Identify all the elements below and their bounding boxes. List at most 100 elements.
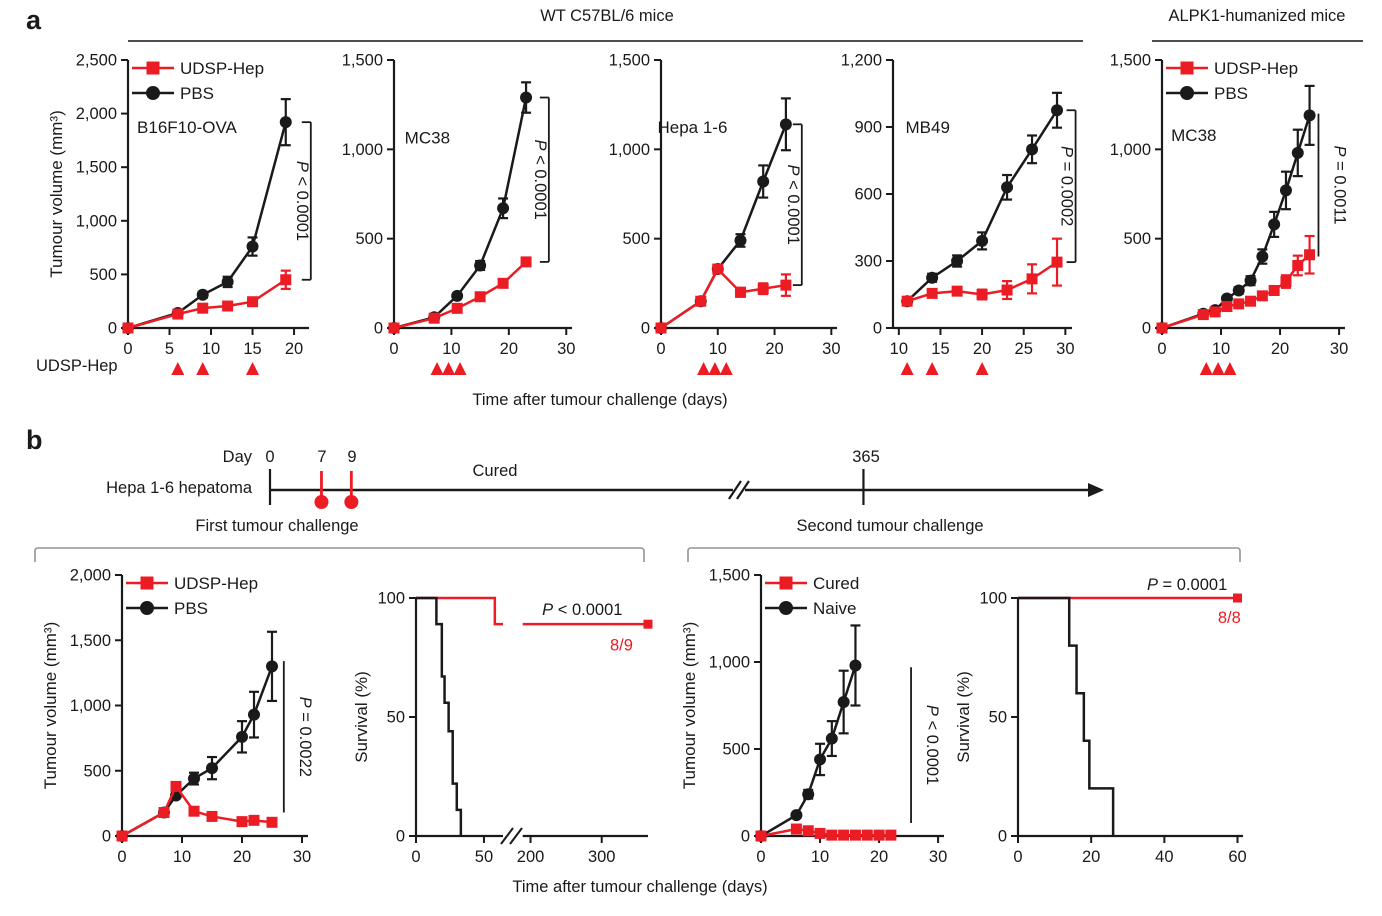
svg-text:900: 900	[854, 119, 882, 137]
svg-text:200: 200	[517, 848, 545, 866]
svg-text:1,500: 1,500	[76, 159, 117, 177]
chart-a-hepa1-6-tumour-volume: 0 500 1,000 1,500 0 10 20 30 P < 0.0001 Hepa 1-6	[609, 52, 841, 375]
svg-text:10: 10	[202, 340, 220, 358]
panel-a-x-axis-label: Time after tumour challenge (days)	[472, 391, 728, 409]
svg-text:20: 20	[973, 340, 991, 358]
svg-text:0: 0	[389, 340, 398, 358]
svg-text:UDSP-Hep: UDSP-Hep	[180, 59, 264, 78]
svg-text:20: 20	[285, 340, 303, 358]
svg-text:15: 15	[243, 340, 261, 358]
group-header-wt-c57bl6: WT C57BL/6 mice	[540, 7, 674, 25]
svg-text:P = 0.0001: P = 0.0001	[1147, 576, 1227, 594]
svg-text:20: 20	[1271, 340, 1289, 358]
chart-b-second-challenge-survival: 0 50 100 0 20 40 60 Survival (%) P = 0.0001 8/8	[954, 576, 1246, 866]
svg-text:30: 30	[929, 848, 947, 866]
svg-text:1,000: 1,000	[70, 697, 111, 715]
svg-text:PBS: PBS	[1214, 84, 1248, 103]
svg-text:600: 600	[854, 186, 882, 204]
svg-text:Survival (%): Survival (%)	[352, 671, 371, 763]
svg-text:P = 0.0011: P = 0.0011	[1330, 146, 1348, 225]
svg-text:8/8: 8/8	[1218, 609, 1241, 627]
svg-text:0: 0	[102, 828, 111, 846]
panel-b-label: b	[26, 425, 43, 455]
svg-text:0: 0	[374, 320, 383, 338]
group-header-alpk1-rule	[1152, 40, 1363, 42]
timeline-day0-label: 0	[265, 448, 275, 466]
svg-text:20: 20	[233, 848, 251, 866]
svg-text:1,500: 1,500	[709, 567, 750, 585]
timeline-cured-label: Cured	[472, 462, 518, 480]
chart-b-first-challenge-tumour-volume: 0 500 1,000 1,500 2,000 0 10 20 30 Tumour volume …	[41, 567, 314, 867]
chart-b-second-challenge-tumour-volume: 0 500 1,000 1,500 0 10 20 30 Tumour volume (mm³)…	[680, 567, 947, 867]
svg-text:0: 0	[123, 340, 132, 358]
svg-text:30: 30	[557, 340, 575, 358]
svg-text:500: 500	[355, 230, 383, 248]
svg-text:1,000: 1,000	[342, 141, 383, 159]
svg-text:0: 0	[656, 340, 665, 358]
svg-text:1,500: 1,500	[609, 52, 650, 70]
timeline-and-brackets-graphic	[34, 469, 1241, 562]
chart-a-mb49-tumour-volume: 0 300 600 900 1,200 10 15 20 25 30 P = 0.0002 MB49	[841, 52, 1077, 375]
svg-text:15: 15	[931, 340, 949, 358]
svg-text:B16F10-OVA: B16F10-OVA	[137, 118, 238, 137]
svg-text:P < 0.0001: P < 0.0001	[531, 140, 549, 220]
svg-text:0: 0	[1142, 320, 1151, 338]
svg-text:25: 25	[1015, 340, 1033, 358]
svg-text:500: 500	[722, 741, 750, 759]
chart-b-first-challenge-survival: 0 50 100 0 50 200 300 Survival (%) P < 0.0001 8/9	[352, 590, 653, 866]
chart-a-b16f10-ova-tumour-volume: 0 500 1,000 1,500 2,000 2,500 0 5 10 15 20 Tumour v…	[47, 52, 312, 375]
svg-text:5: 5	[165, 340, 174, 358]
svg-text:1,500: 1,500	[70, 632, 111, 650]
svg-text:20: 20	[1082, 848, 1100, 866]
svg-text:8/9: 8/9	[610, 637, 633, 655]
timeline-day9-label: 9	[347, 448, 357, 466]
svg-text:P = 0.0002: P = 0.0002	[1058, 146, 1076, 226]
timeline-model-label: Hepa 1-6 hepatoma	[106, 479, 252, 497]
svg-text:0: 0	[741, 828, 750, 846]
svg-text:P < 0.0001: P < 0.0001	[784, 165, 802, 245]
svg-text:PBS: PBS	[180, 84, 214, 103]
svg-text:1,200: 1,200	[841, 52, 882, 70]
svg-text:0: 0	[108, 320, 117, 338]
svg-text:30: 30	[1330, 340, 1348, 358]
svg-text:0: 0	[873, 320, 882, 338]
svg-text:1,000: 1,000	[609, 141, 650, 159]
chart-a-mc38-tumour-volume: 0 500 1,000 1,500 0 10 20 30 P < 0.0001 MC38	[342, 52, 575, 375]
group-header-alpk1: ALPK1-humanized mice	[1168, 7, 1346, 25]
svg-text:P = 0.0022: P = 0.0022	[296, 697, 314, 777]
svg-text:1,500: 1,500	[342, 52, 383, 70]
svg-text:100: 100	[979, 590, 1007, 608]
svg-text:20: 20	[765, 340, 783, 358]
svg-text:0: 0	[1157, 340, 1166, 358]
svg-text:300: 300	[588, 848, 616, 866]
svg-text:30: 30	[822, 340, 840, 358]
svg-text:0: 0	[756, 848, 765, 866]
panel-a-label: a	[26, 5, 42, 35]
svg-text:10: 10	[1212, 340, 1230, 358]
svg-text:40: 40	[1155, 848, 1173, 866]
svg-text:10: 10	[811, 848, 829, 866]
svg-text:500: 500	[83, 762, 111, 780]
svg-text:500: 500	[622, 230, 650, 248]
svg-text:0: 0	[1013, 848, 1022, 866]
svg-text:PBS: PBS	[174, 599, 208, 618]
svg-text:Tumour volume (mm³): Tumour volume (mm³)	[41, 622, 60, 790]
svg-text:60: 60	[1228, 848, 1246, 866]
svg-text:Hepa 1-6: Hepa 1-6	[657, 118, 727, 137]
svg-text:Survival (%): Survival (%)	[954, 671, 973, 763]
section-title-first-challenge: First tumour challenge	[195, 517, 359, 535]
svg-text:0: 0	[641, 320, 650, 338]
svg-text:UDSP-Hep: UDSP-Hep	[174, 574, 258, 593]
svg-text:UDSP-Hep: UDSP-Hep	[1214, 59, 1298, 78]
svg-text:2,500: 2,500	[76, 52, 117, 70]
svg-text:1,000: 1,000	[1110, 141, 1151, 159]
panel-b-x-axis-label: Time after tumour challenge (days)	[512, 878, 768, 896]
svg-text:300: 300	[854, 253, 882, 271]
svg-text:1,000: 1,000	[709, 654, 750, 672]
svg-text:50: 50	[989, 709, 1007, 727]
svg-text:0: 0	[411, 848, 420, 866]
svg-text:500: 500	[1123, 230, 1151, 248]
svg-text:0: 0	[117, 848, 126, 866]
svg-text:50: 50	[475, 848, 493, 866]
svg-text:2,000: 2,000	[70, 567, 111, 585]
